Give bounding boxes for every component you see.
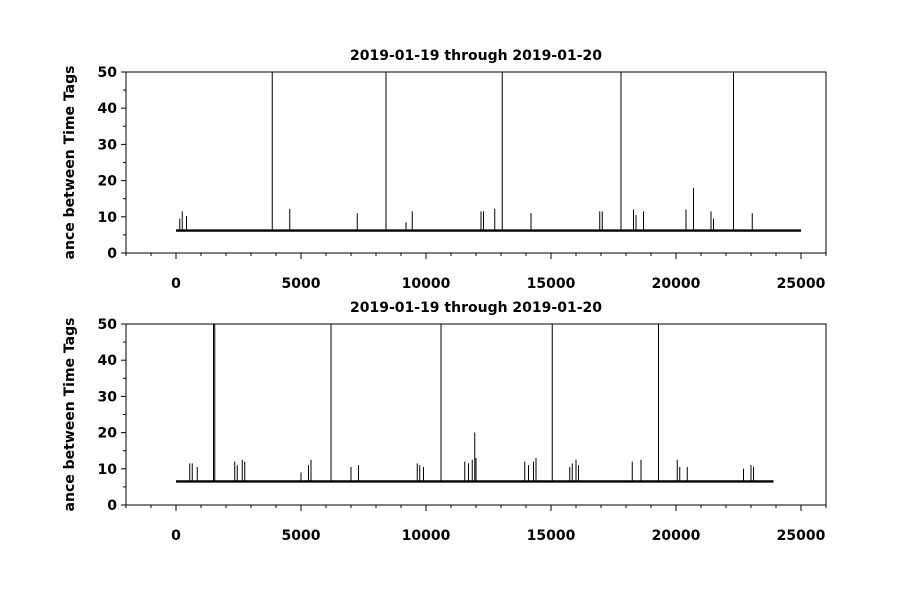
y-axis-label: ance between Time Tags (62, 318, 78, 512)
y-tick-label: 30 (98, 137, 118, 153)
y-tick-label: 50 (98, 65, 118, 81)
y-tick-label: 40 (98, 353, 118, 369)
y-tick-label: 20 (98, 426, 118, 442)
plot-frame (125, 71, 827, 254)
y-tick-label: 50 (98, 317, 118, 333)
data-series (176, 72, 801, 232)
x-tick-label: 0 (171, 276, 181, 292)
x-tick-label: 10000 (402, 528, 451, 544)
x-tick-label: 20000 (652, 276, 701, 292)
x-tick-label: 0 (171, 528, 181, 544)
y-tick-label: 30 (98, 389, 118, 405)
x-tick-label: 20000 (652, 528, 701, 544)
chart-panel-top: 2019-01-19 through 2019-01-20 ance betwee… (62, 48, 827, 292)
y-tick-label: 10 (98, 210, 118, 226)
y-tick-label: 10 (98, 462, 118, 478)
data-series (176, 324, 774, 483)
y-axis-label: ance between Time Tags (62, 66, 78, 260)
y-tick-label: 20 (98, 174, 118, 190)
chart-panel-bottom: 2019-01-19 through 2019-01-20 ance betwee… (62, 300, 827, 544)
x-tick-label: 5000 (282, 276, 321, 292)
x-tick-label: 25000 (777, 528, 826, 544)
y-tick-label: 0 (107, 246, 117, 262)
y-tick-label: 40 (98, 101, 118, 117)
x-tick-label: 15000 (527, 276, 576, 292)
x-tick-label: 5000 (282, 528, 321, 544)
x-tick-label: 25000 (777, 276, 826, 292)
chart-title: 2019-01-19 through 2019-01-20 (350, 300, 602, 316)
x-tick-label: 10000 (402, 276, 451, 292)
x-tick-label: 15000 (527, 528, 576, 544)
chart-title: 2019-01-19 through 2019-01-20 (350, 48, 602, 64)
y-tick-label: 0 (107, 498, 117, 514)
